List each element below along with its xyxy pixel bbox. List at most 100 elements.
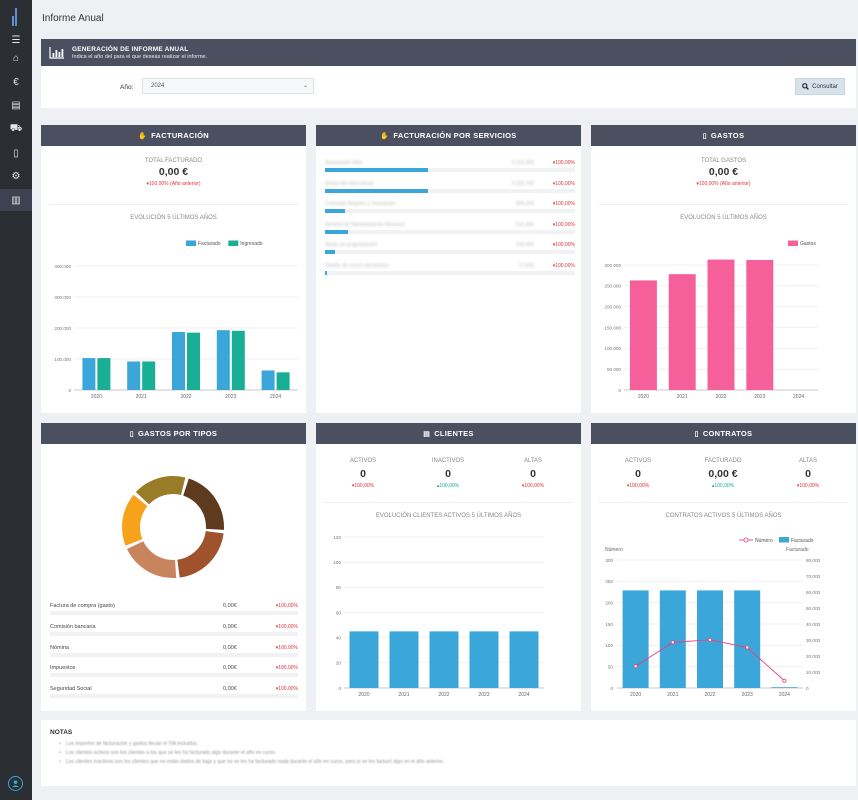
total-facturado-value: 0,00 €: [158, 166, 189, 178]
x-tick-label: 2021: [398, 692, 409, 698]
gasto-tipo-row: Comisión bancaria 0,00€ ▾100,00%: [50, 622, 298, 641]
gasto-tipo-value: 0,00€: [223, 644, 237, 651]
total-facturado-label: TOTAL FACTURADO: [144, 158, 203, 164]
gasto-tipo-row: Impuestos 0,00€ ▾100,00%: [50, 663, 298, 682]
legend-marker-numero: [743, 537, 749, 543]
contratos-card: ▯ CONTRATOS ACTIVOS 0 ▾100,00% FACTURADO …: [591, 423, 856, 711]
facturado-change: ▾100,00% (Año anterior): [146, 181, 201, 187]
x-tick-label: 2023: [754, 394, 765, 400]
bar-facturado: [734, 590, 761, 688]
servicio-progress-fill: [325, 209, 345, 214]
stat-label: ACTIVOS: [349, 458, 377, 464]
point-numero: [782, 678, 787, 683]
gasto-tipo-progress: [50, 694, 298, 699]
bar-ingresado: [231, 330, 245, 390]
bar-value: [509, 631, 539, 688]
consultar-label: Consultar: [812, 83, 838, 90]
hand-coin-icon: ✋: [380, 132, 390, 140]
x-tick-label: 2020: [91, 394, 102, 400]
donut-slice: [122, 494, 148, 546]
y-tick-label: 100.000: [54, 357, 71, 362]
bar-ingresado: [142, 361, 156, 390]
point-numero: [745, 645, 750, 650]
home-icon[interactable]: ⌂: [12, 52, 20, 64]
y-right-tick-label: 60.000: [806, 590, 820, 595]
bar-ingresado: [276, 372, 290, 390]
y-tick-label: 300.000: [604, 263, 621, 268]
truck-icon[interactable]: ⛟: [9, 122, 23, 134]
y-tick-label: 20: [336, 661, 342, 666]
point-numero: [633, 664, 638, 669]
note-item: Los clientes activos son los clientes a …: [59, 749, 847, 758]
gasto-tipo-value: 0,00€: [223, 623, 237, 630]
legend-swatch: [779, 537, 789, 543]
gasto-tipo-name: Impuestos: [50, 665, 76, 672]
y-tick-label: 80: [336, 585, 342, 590]
y-tick-label: 100.000: [604, 346, 621, 351]
chart-icon[interactable]: ▥: [0, 189, 32, 211]
x-tick-label: 2024: [270, 394, 281, 400]
contratos-combo-chart: 0 50 100 150 200 250 300 0 10.000 20.000 30.000 40.…: [605, 537, 820, 698]
sidebar: ☰ ⌂ € ▤ ⛟ ▯ ⚙ ▥: [0, 0, 32, 800]
x-tick-label: 2023: [742, 692, 753, 698]
bar-gastos: [707, 259, 735, 390]
y-tick-label: 50.000: [607, 367, 621, 372]
x-tick-label: 2024: [779, 692, 790, 698]
x-tick-label: 2020: [630, 692, 641, 698]
document-icon[interactable]: ▯: [13, 147, 19, 159]
clientes-card: ▤ CLIENTES ACTIVOS 0 ▾100,00% INACTIVOS 0…: [316, 423, 581, 711]
note-item: Los clientes inactivos son los clientes …: [59, 758, 847, 767]
gastos-header: ▯ GASTOS: [591, 125, 856, 146]
y-tick-label: 200.000: [54, 326, 71, 331]
x-tick-label: 2024: [793, 394, 804, 400]
clientes-header: ▤ CLIENTES: [316, 423, 581, 444]
euro-icon[interactable]: €: [13, 76, 19, 88]
left-axis-title: Número: [605, 547, 623, 553]
bar-gastos: [668, 274, 696, 390]
servicio-name: Diseño de correo electrónico: [325, 263, 389, 269]
bar-ingresado: [97, 358, 111, 390]
x-tick-label: 2022: [438, 692, 449, 698]
cogs-icon[interactable]: ⚙: [11, 170, 21, 182]
y-right-tick-label: 70.000: [806, 574, 820, 579]
bar-facturado: [216, 330, 230, 390]
total-gastos-label: TOTAL GASTOS: [700, 158, 747, 164]
servicio-progress-fill: [325, 188, 428, 193]
user-avatar-icon[interactable]: [8, 776, 23, 791]
year-select[interactable]: 2024 ⌄: [142, 78, 314, 94]
consultar-button[interactable]: Consultar: [795, 78, 845, 95]
chevron-down-icon: ⌄: [302, 83, 308, 89]
notes-panel: NOTAS Los importes de facturación y gast…: [41, 720, 856, 786]
bar-facturado: [172, 332, 185, 390]
servicio-progress-fill: [325, 168, 428, 172]
servicio-amount: 512,40€: [515, 221, 534, 228]
servicio-change: ▾100,00%: [552, 160, 575, 166]
bar-chart-icon: [49, 46, 64, 59]
app-logo[interactable]: [12, 8, 18, 26]
y-left-tick-label: 100: [605, 643, 613, 648]
gastos-chart-title: EVOLUCIÓN 5 ÚLTIMOS AÑOS: [680, 215, 767, 221]
servicio-change: ▾100,00%: [552, 242, 575, 249]
servicio-row: Desarrollo Web Anual 4.225,79€ ▾100,00%: [325, 179, 575, 199]
servicio-name: Servicio de Mantenimiento Mensual: [325, 221, 405, 228]
gasto-tipo-row: Seguridad Social 0,00€ ▾100,00%: [50, 684, 298, 703]
donut-slice: [177, 531, 224, 578]
x-tick-label: 2022: [715, 394, 726, 400]
stat-value: 0: [805, 468, 811, 480]
bar-value: [429, 631, 459, 688]
servicio-progress: [325, 209, 575, 214]
x-tick-label: 2020: [358, 692, 369, 698]
donut-slice: [126, 541, 177, 578]
servicios-card: ✋ FACTURACIÓN POR SERVICIOS Reparación W…: [316, 125, 581, 413]
y-right-tick-label: 0: [806, 686, 809, 691]
bar-facturado: [771, 687, 798, 688]
gasto-tipo-name: Nómina: [50, 644, 69, 651]
bar-value: [469, 631, 499, 688]
servicio-name: Horas de programación: [325, 242, 378, 249]
id-card-icon[interactable]: ▤: [11, 99, 21, 111]
stat-change: ▾100,00%: [626, 483, 650, 489]
menu-icon[interactable]: ☰: [11, 34, 21, 46]
servicio-name: Conexión Registro y renovación: [325, 201, 396, 208]
y-tick-label: 200.000: [604, 304, 621, 309]
servicio-change: ▾100,00%: [552, 201, 575, 208]
